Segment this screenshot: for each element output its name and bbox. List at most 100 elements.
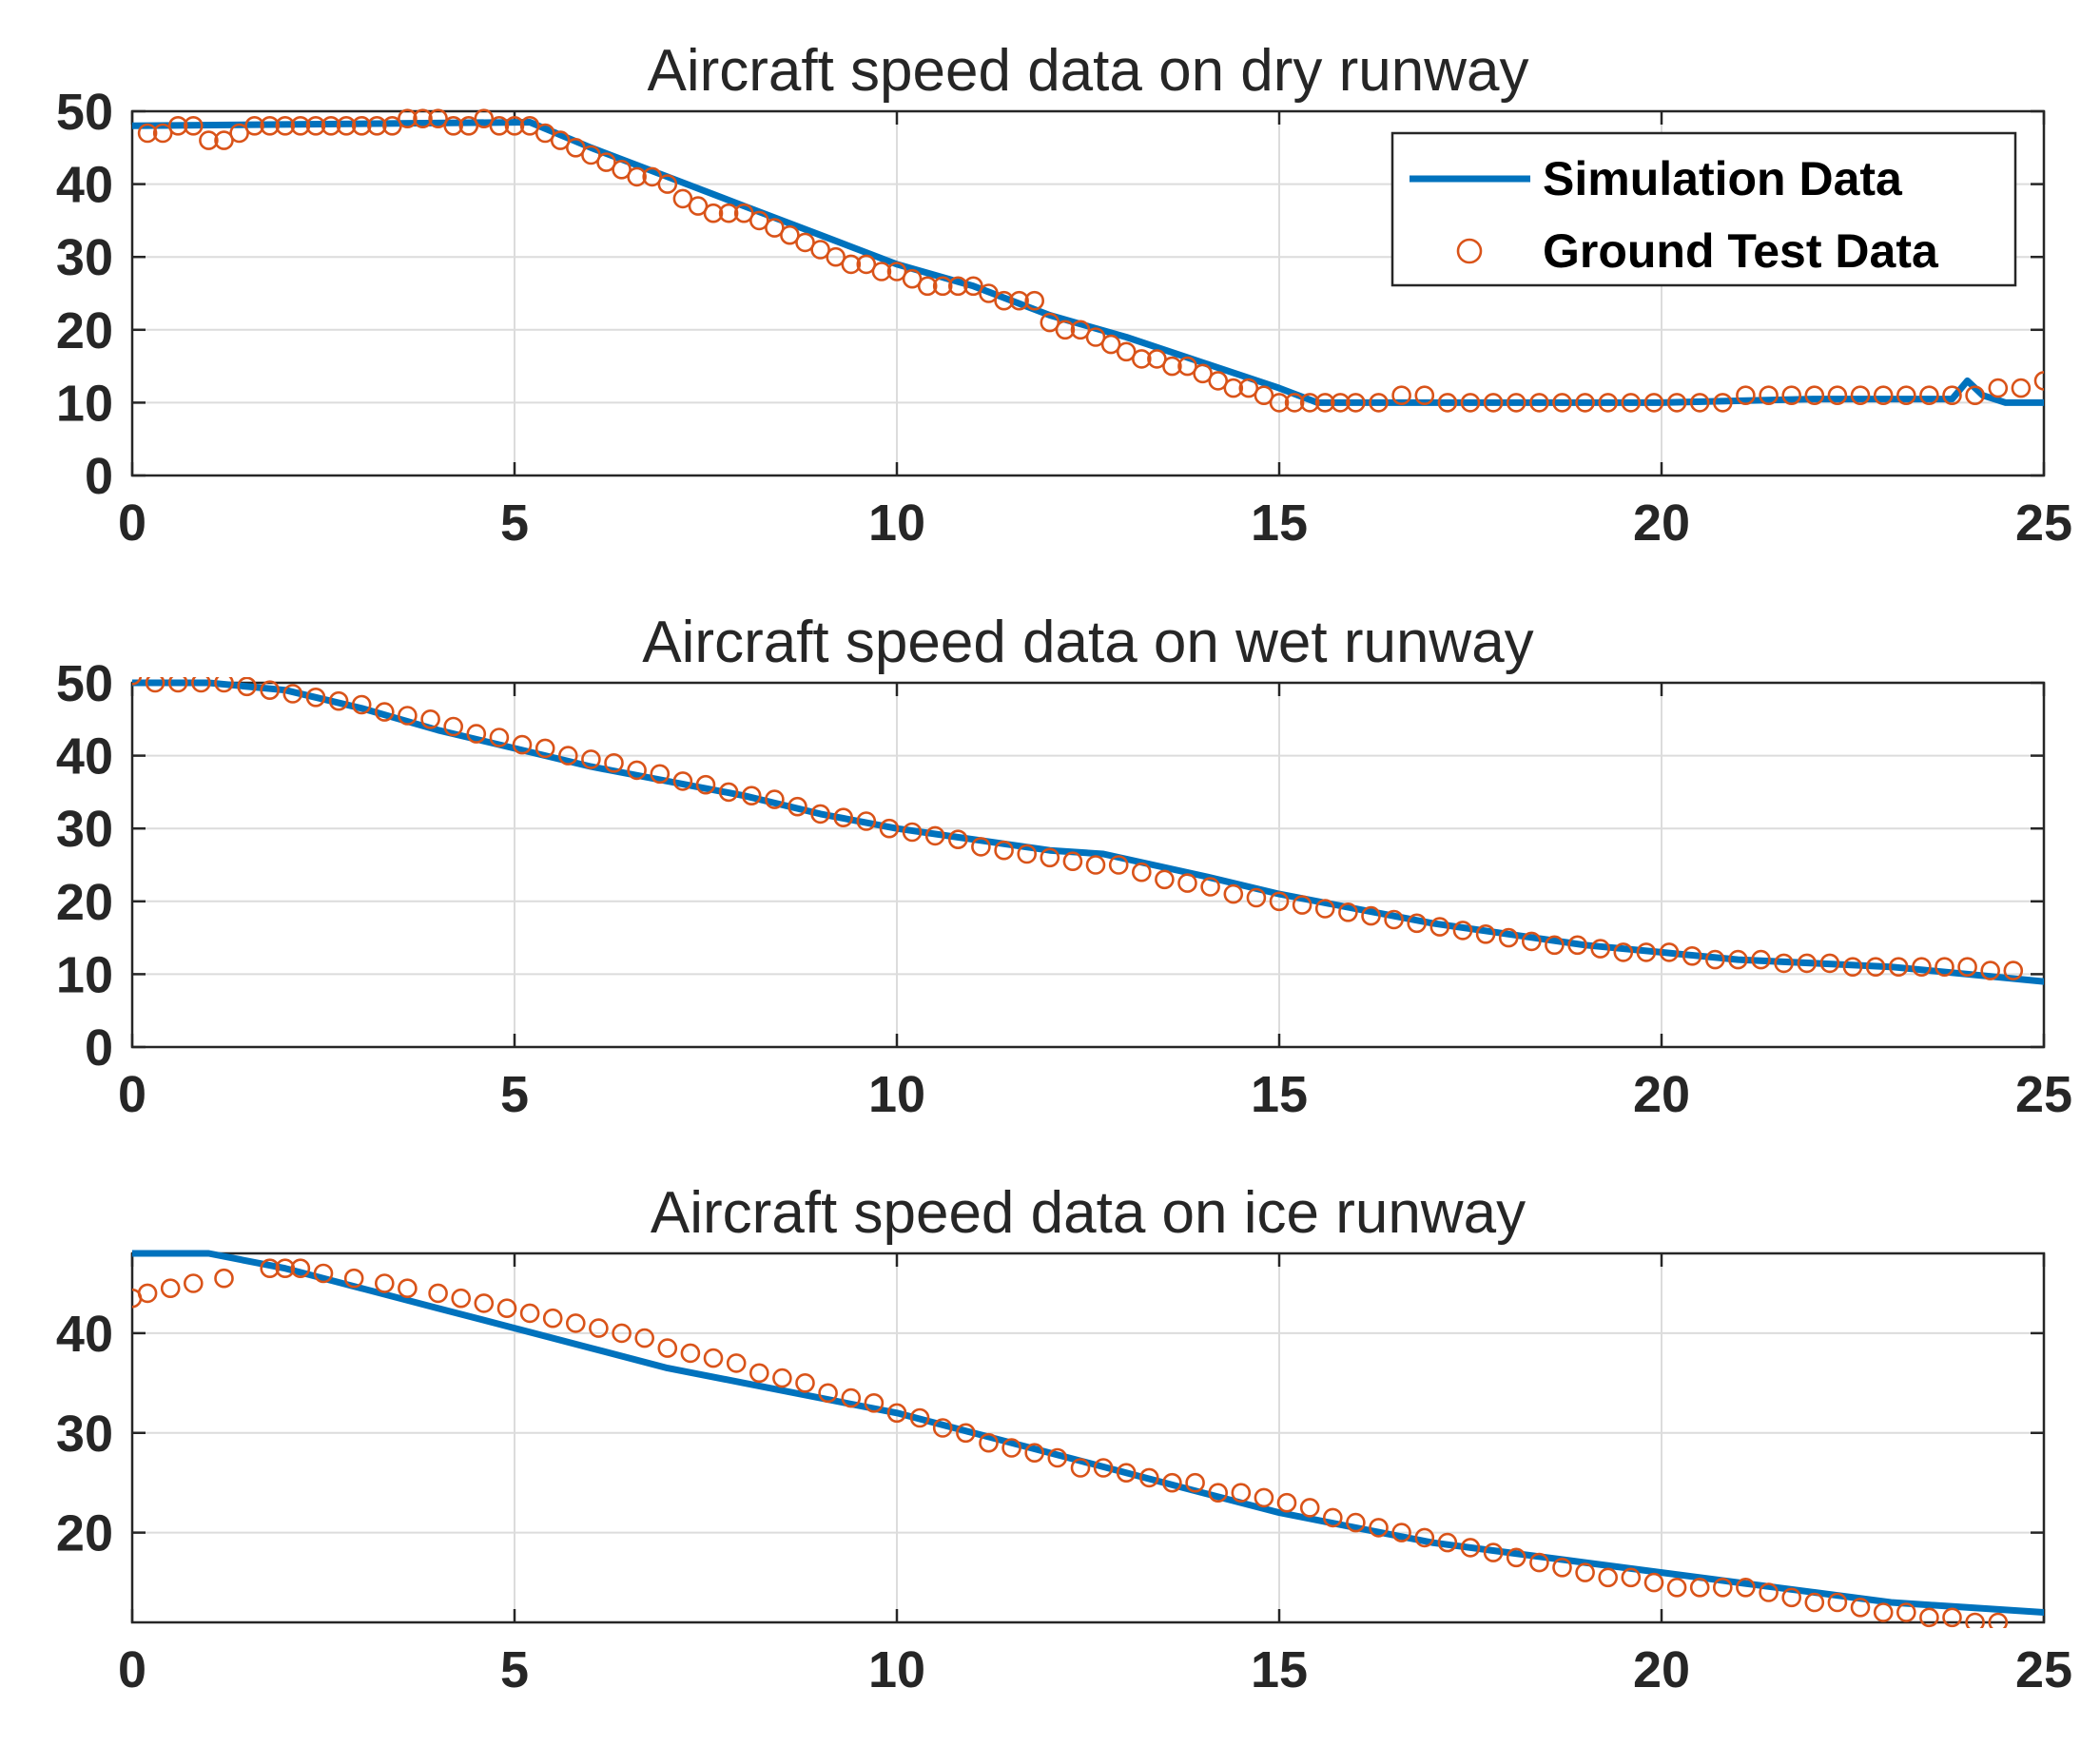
ground-test-point <box>1567 935 1587 956</box>
ground-test-point <box>137 123 158 144</box>
x-tick-label: 15 <box>1251 1641 1308 1698</box>
ground-test-point <box>833 807 854 828</box>
ground-test-point <box>780 224 800 245</box>
ground-test-point <box>795 232 815 253</box>
ground-test-point <box>1705 949 1725 970</box>
ground-test-point <box>971 837 991 857</box>
ground-test-point <box>1346 393 1366 413</box>
ground-test-point <box>765 218 785 238</box>
ground-test-point <box>1666 393 1687 413</box>
axes-box <box>130 1251 2046 1624</box>
ground-test-point <box>1689 393 1710 413</box>
ground-test-point <box>672 188 693 209</box>
ground-test-point <box>1865 957 1886 978</box>
ground-test-point <box>932 276 953 297</box>
ground-test-point <box>1452 921 1473 941</box>
ground-test-point <box>1506 393 1526 413</box>
ground-test-point <box>1598 1567 1618 1588</box>
ground-test-point <box>1736 385 1756 406</box>
ground-test-point <box>612 160 632 180</box>
ground-test-point <box>336 116 357 136</box>
ground-test-point <box>1276 1492 1297 1513</box>
ground-test-point <box>275 1258 296 1278</box>
ground-test-point <box>718 782 739 803</box>
ground-test-point <box>1414 1527 1435 1548</box>
subplot-3: Aircraft speed data on ice runway 0 5 10 15 2… <box>56 1180 2072 1698</box>
ground-test-point <box>1361 905 1381 926</box>
ground-test-point <box>1246 887 1267 908</box>
x-tick-label: 10 <box>868 1066 925 1123</box>
ground-test-point <box>1896 385 1916 406</box>
ground-test-point <box>963 276 983 297</box>
ground-test-point <box>1100 334 1121 355</box>
legend-circle-swatch <box>1456 238 1483 264</box>
ground-test-point <box>1781 385 1801 406</box>
x-tick-label: 20 <box>1633 495 1690 552</box>
ground-test-point <box>1912 957 1932 978</box>
ground-test-point <box>443 116 464 136</box>
ground-test-point <box>1736 1578 1756 1598</box>
ground-test-point <box>886 1403 907 1424</box>
ground-test-point <box>504 116 525 136</box>
ground-test-point <box>1414 385 1435 406</box>
ground-test-point <box>1545 935 1565 956</box>
x-tick-label: 25 <box>2015 1641 2072 1698</box>
ground-test-point <box>214 1268 234 1289</box>
ground-test-point <box>1988 1612 2009 1628</box>
ground-test-point <box>810 804 830 824</box>
ground-test-point <box>1797 953 1818 974</box>
ground-test-point <box>718 203 739 223</box>
ground-test-point <box>1575 1562 1595 1582</box>
ground-test-point <box>1284 393 1305 413</box>
ground-test-point <box>1369 1518 1389 1538</box>
ground-test-point <box>1437 393 1458 413</box>
ground-test-point <box>1040 312 1060 333</box>
x-tick-label: 25 <box>2015 1066 2072 1123</box>
ground-test-point <box>1942 385 1962 406</box>
ground-test-point <box>1529 1552 1549 1573</box>
ground-test-point <box>1827 1592 1848 1613</box>
ground-test-point <box>726 1353 747 1373</box>
ground-test-point <box>351 116 372 136</box>
ground-test-point <box>1522 931 1542 952</box>
ground-test-point <box>703 1348 724 1368</box>
ground-test-point <box>184 1273 204 1293</box>
ground-test-point <box>1185 1472 1205 1493</box>
ground-test-point <box>1407 913 1427 934</box>
ground-test-point <box>191 677 211 693</box>
ground-test-point <box>1024 1443 1044 1463</box>
ground-test-point <box>1666 1578 1687 1598</box>
ground-test-point <box>932 1418 953 1438</box>
ground-test-point <box>1208 1483 1228 1503</box>
ground-test-point <box>1827 385 1848 406</box>
ground-test-point <box>398 108 418 128</box>
legend: Simulation Data Ground Test Data <box>1390 131 2017 287</box>
x-tick-label: 0 <box>118 1066 146 1123</box>
ground-test-point <box>237 677 257 697</box>
ground-test-point <box>810 240 830 260</box>
ground-test-point <box>841 1387 862 1408</box>
ground-test-point <box>458 116 479 136</box>
ground-test-point <box>1338 902 1358 922</box>
ground-test-point <box>1636 942 1657 962</box>
ground-test-point <box>366 116 387 136</box>
y-tick-label: 0 <box>85 448 113 505</box>
ground-test-point <box>328 690 349 711</box>
ground-test-point <box>214 677 234 693</box>
ground-test-point <box>2003 960 2024 980</box>
ground-test-point <box>1842 957 1863 978</box>
y-tick-label: 40 <box>56 1306 113 1363</box>
ground-test-point <box>1314 899 1335 919</box>
ground-test-point <box>1162 356 1182 377</box>
chart-title: Aircraft speed data on dry runway <box>647 38 1528 104</box>
ground-test-point <box>879 818 900 839</box>
ground-test-point <box>1919 1607 1939 1628</box>
ground-test-point <box>765 789 785 809</box>
ground-test-point <box>214 130 234 150</box>
ground-test-point <box>1132 349 1152 369</box>
ground-test-point <box>428 1283 448 1304</box>
legend-box <box>1390 131 2017 287</box>
y-tick-label: 0 <box>85 1019 113 1077</box>
ground-test-point <box>1980 960 2000 980</box>
ground-test-point <box>466 724 487 744</box>
